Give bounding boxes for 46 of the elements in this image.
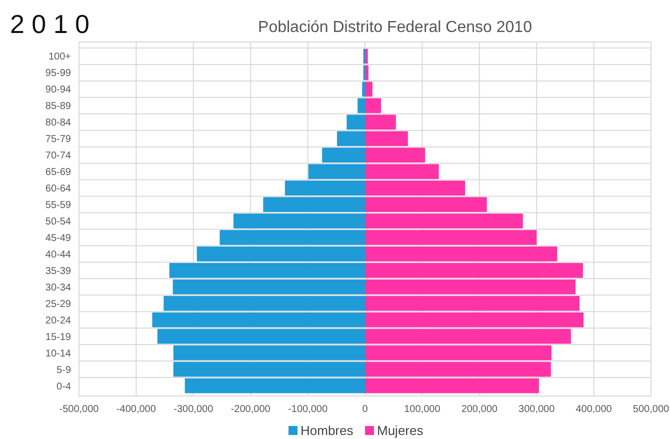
legend-label: Hombres	[300, 423, 354, 438]
legend-label: Mujeres	[377, 423, 424, 438]
x-tick-label: -500,000	[59, 404, 100, 415]
bar	[365, 345, 552, 360]
x-tick-label: 100,000	[404, 404, 441, 415]
y-tick-label: 75-79	[45, 134, 72, 146]
y-tick-label: 85-89	[45, 101, 72, 112]
y-tick-label: 25-29	[45, 298, 72, 310]
y-tick-label: 80-84	[45, 118, 72, 129]
x-tick-label: 0	[362, 404, 368, 415]
bar	[365, 48, 368, 64]
bar	[173, 362, 365, 377]
y-tick-label: 35-39	[45, 266, 72, 277]
y-tick-label: 60-64	[45, 184, 72, 195]
y-tick-label: 90-94	[45, 84, 72, 96]
text: 2 0 1 0	[10, 9, 90, 39]
y-tick-label: 20-24	[45, 315, 72, 326]
x-tick-label: -400,000	[116, 404, 156, 415]
x-tick-label: -100,000	[288, 404, 328, 415]
x-tick-label: 400,000	[576, 404, 612, 415]
bar	[365, 378, 539, 394]
x-tick-label: -200,000	[230, 404, 271, 415]
x-tick-label: 500,000	[632, 404, 670, 415]
x-tick-label: 300,000	[518, 404, 556, 415]
y-tick-label: 0-4	[56, 381, 72, 392]
bar	[365, 82, 372, 97]
y-tick-label: 55-59	[45, 200, 72, 212]
bar	[184, 378, 365, 394]
y-tick-label: 50-54	[45, 216, 72, 228]
x-tick-label: -300,000	[174, 404, 214, 415]
y-tick-label: 70-74	[45, 150, 72, 162]
chart-title: Población Distrito Federal Censo 2010	[258, 19, 532, 36]
bar	[173, 345, 365, 360]
y-tick-label: 95-99	[45, 68, 72, 80]
y-tick-label: 100+	[48, 52, 72, 63]
y-tick-label: 65-69	[45, 167, 72, 178]
x-tick-label: 200,000	[461, 404, 498, 415]
y-tick-label: 45-49	[45, 232, 72, 244]
bar	[365, 65, 368, 80]
y-tick-label: 10-14	[45, 348, 72, 360]
bar	[365, 362, 551, 377]
y-tick-label: 5-9	[56, 364, 72, 376]
y-tick-label: 15-19	[45, 332, 72, 343]
y-tick-label: 30-34	[45, 282, 72, 294]
bar	[362, 82, 365, 97]
y-tick-label: 40-44	[45, 249, 72, 260]
